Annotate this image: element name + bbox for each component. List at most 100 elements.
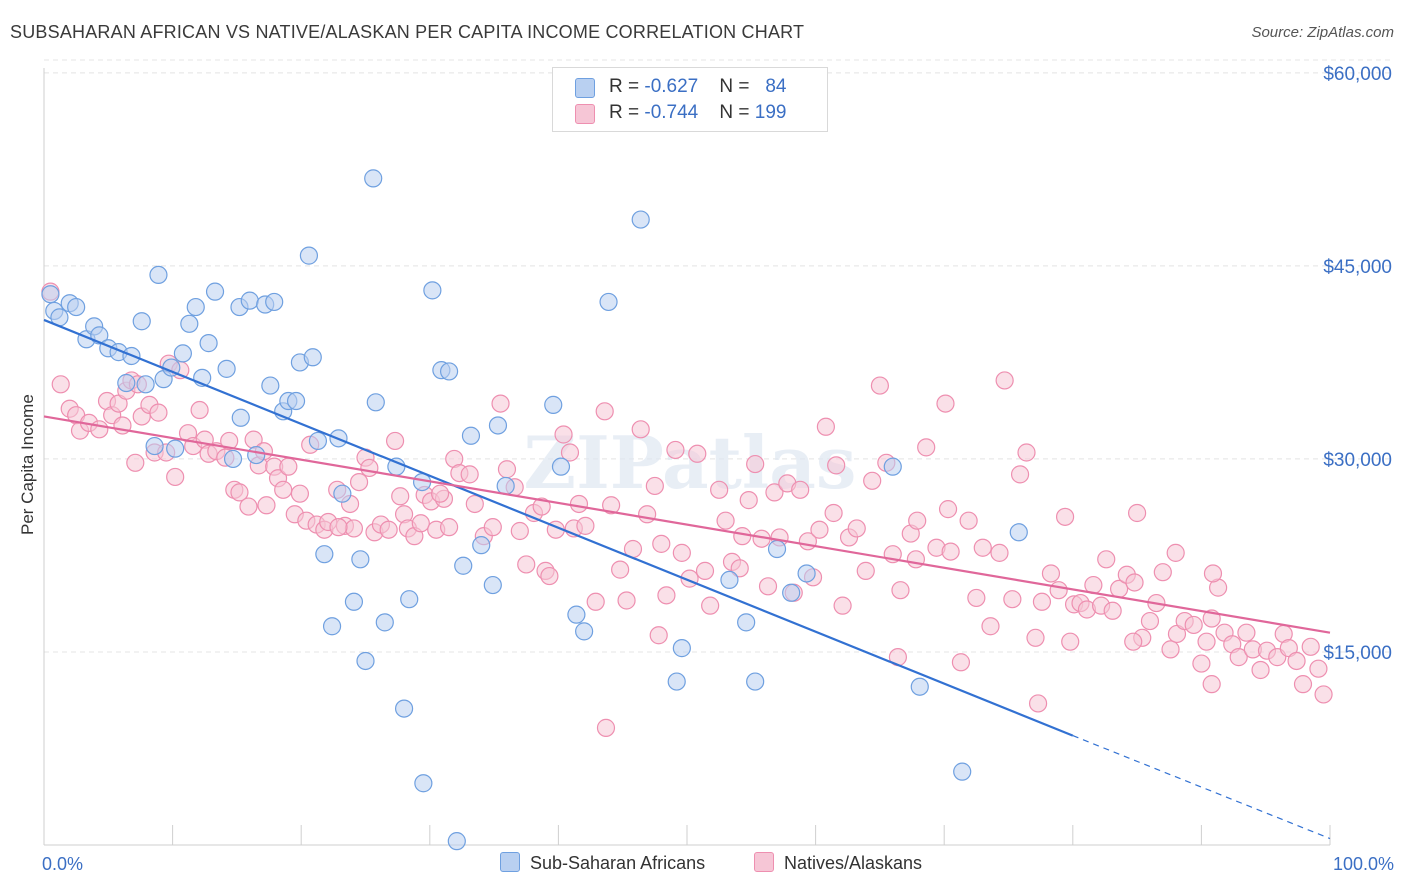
subsaharan-point xyxy=(333,484,352,503)
native-point xyxy=(833,596,852,615)
native-point xyxy=(1184,615,1203,635)
native-point xyxy=(1026,628,1045,647)
native-point xyxy=(863,471,882,490)
native-point xyxy=(652,534,671,553)
native-point xyxy=(701,596,720,615)
bottom-legend-subsaharan: Sub-Saharan Africans xyxy=(500,852,705,874)
subsaharan-point xyxy=(953,762,972,781)
native-point xyxy=(1161,640,1180,659)
native-point xyxy=(1061,632,1080,651)
subsaharan-point xyxy=(720,570,739,590)
subsaharan-point xyxy=(199,334,218,353)
native-point xyxy=(1032,592,1052,611)
subsaharan-point xyxy=(67,297,86,317)
subsaharan-point xyxy=(544,395,563,414)
subsaharan-point xyxy=(136,375,155,394)
native-point xyxy=(126,453,145,472)
subsaharan-point xyxy=(575,622,594,641)
subsaharan-point xyxy=(447,832,466,851)
subsaharan-point xyxy=(149,265,168,285)
subsaharan-point xyxy=(223,449,243,469)
subsaharan-point xyxy=(180,314,199,333)
subsaharan-point xyxy=(599,292,618,312)
x-tick-label: 0.0% xyxy=(42,854,83,874)
source-credit: Source: ZipAtlas.com xyxy=(1251,24,1394,41)
subsaharan-point xyxy=(308,431,328,451)
native-point xyxy=(758,577,778,596)
bottom-legend-natives: Natives/Alaskans xyxy=(754,852,922,874)
native-point xyxy=(554,425,573,444)
native-point xyxy=(638,505,657,524)
native-point xyxy=(532,497,551,516)
subsaharan-point xyxy=(132,312,151,331)
native-point xyxy=(617,591,636,610)
native-point xyxy=(1097,550,1116,569)
native-point xyxy=(1103,601,1122,620)
native-point xyxy=(666,440,685,460)
pink-swatch xyxy=(754,852,774,872)
subsaharan-point xyxy=(567,605,586,624)
native-point xyxy=(906,550,926,569)
subsaharan-point xyxy=(265,292,284,312)
subsaharan-trendline xyxy=(43,318,1074,737)
subsaharan-point xyxy=(767,539,787,559)
native-point xyxy=(1197,632,1216,651)
subsaharan-point xyxy=(672,639,691,658)
subsaharan-point xyxy=(551,457,571,476)
subsaharan-point xyxy=(439,362,459,381)
native-point xyxy=(688,444,707,463)
subsaharan-point xyxy=(746,672,765,691)
subsaharan-point xyxy=(344,592,364,611)
native-point xyxy=(981,617,1000,636)
subsaharan-point xyxy=(1009,523,1028,542)
native-point xyxy=(733,527,752,546)
native-point xyxy=(360,458,379,478)
y-tick-label: $15,000 xyxy=(1323,643,1392,664)
native-point xyxy=(891,581,910,600)
pink-swatch xyxy=(575,104,595,124)
n-label: N = xyxy=(719,76,755,97)
subsaharan-point xyxy=(186,297,205,317)
legend-text: R = -0.627 N = 84 xyxy=(609,76,786,98)
subsaharan-point xyxy=(217,359,236,378)
subsaharan-point xyxy=(454,556,473,575)
native-point xyxy=(51,375,70,394)
native-point xyxy=(1192,654,1211,673)
native-point xyxy=(1309,659,1328,678)
native-point xyxy=(1041,564,1061,583)
subsaharan-point xyxy=(261,376,280,395)
subsaharan-point xyxy=(461,426,481,445)
subsaharan-point xyxy=(496,476,515,496)
native-point xyxy=(631,420,650,439)
subsaharan-point xyxy=(472,536,491,555)
native-point xyxy=(1301,637,1320,656)
native-point xyxy=(1314,685,1333,704)
native-point xyxy=(870,376,890,395)
native-point xyxy=(695,561,715,580)
native-point xyxy=(847,519,866,538)
subsaharan-point xyxy=(351,550,370,569)
native-point xyxy=(973,538,992,557)
native-point xyxy=(344,519,364,538)
native-point xyxy=(230,483,249,502)
native-point xyxy=(1017,443,1036,462)
native-point xyxy=(491,394,510,413)
subsaharan-point xyxy=(910,677,929,696)
native-point xyxy=(951,653,971,672)
native-point xyxy=(1003,590,1022,609)
native-point xyxy=(149,403,168,422)
subsaharan-point xyxy=(41,285,60,304)
subsaharan-point xyxy=(303,348,322,367)
native-point xyxy=(1287,651,1306,671)
native-point xyxy=(257,496,276,515)
native-point xyxy=(1010,465,1030,484)
native-point xyxy=(411,514,430,533)
subsaharan-point xyxy=(356,651,375,671)
subsaharan-trendline-extension xyxy=(1072,735,1331,840)
blue-swatch xyxy=(500,852,520,872)
native-point xyxy=(510,521,529,541)
chart-title: SUBSAHARAN AFRICAN VS NATIVE/ALASKAN PER… xyxy=(10,22,805,42)
native-point xyxy=(824,503,843,523)
native-point xyxy=(730,559,749,578)
subsaharan-point xyxy=(488,416,508,435)
